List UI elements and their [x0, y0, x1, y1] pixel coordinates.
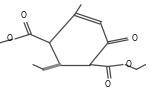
Text: O: O [126, 60, 132, 69]
Text: O: O [131, 34, 137, 43]
Text: O: O [105, 80, 111, 89]
Text: O: O [6, 34, 12, 43]
Text: O: O [21, 11, 27, 20]
